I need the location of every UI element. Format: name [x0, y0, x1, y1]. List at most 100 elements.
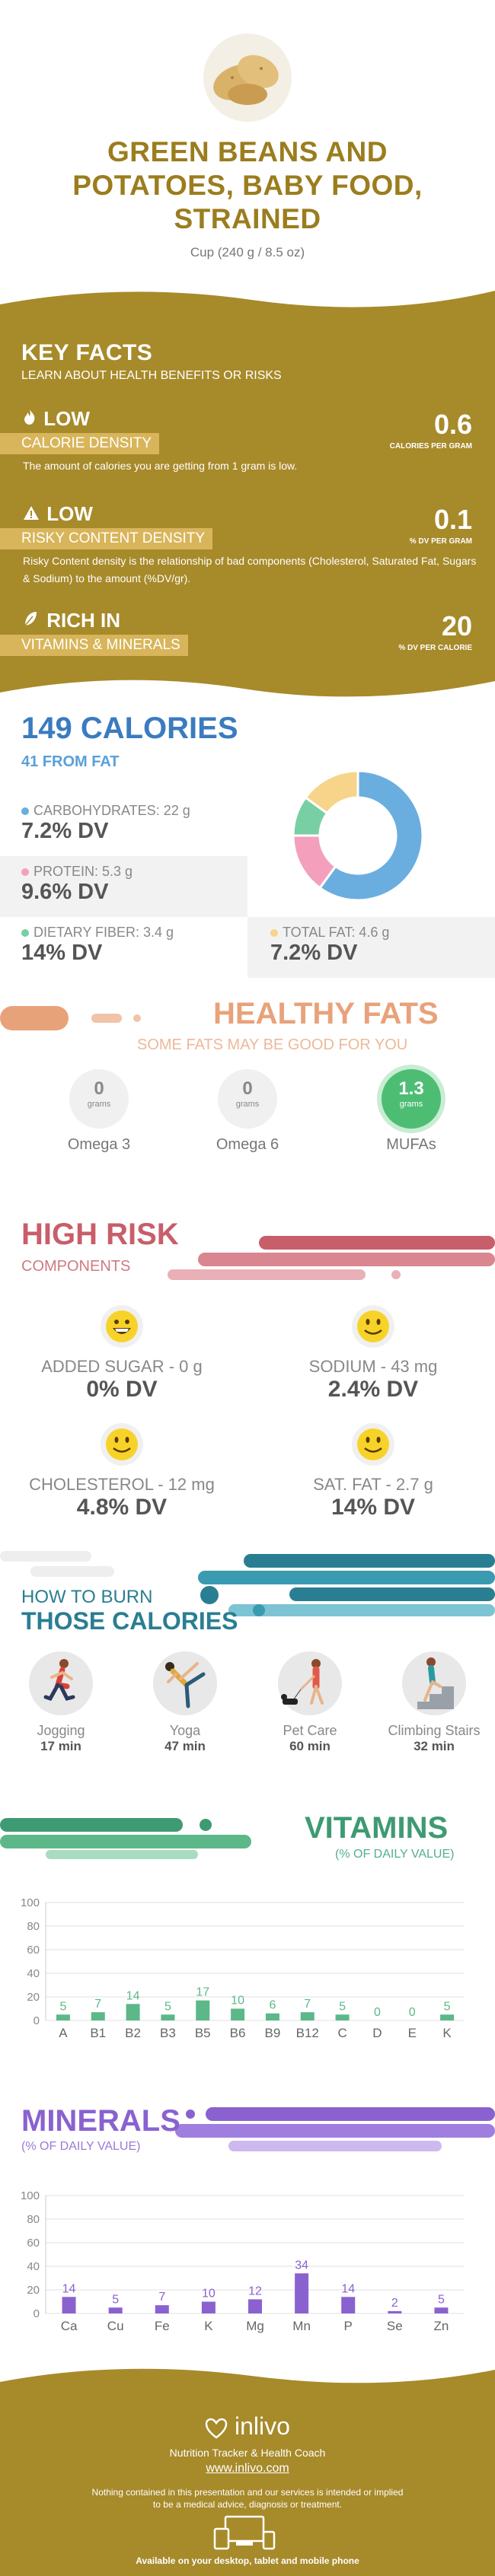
risk-label: CHOLESTEROL - 12 mg: [29, 1475, 215, 1494]
nutrient-carbohydrates: CARBOHYDRATES: 22 g 7.2% DV: [21, 803, 190, 844]
key-fact-description: Risky Content density is the relationshi…: [23, 555, 477, 584]
mineral-value-label: 5: [112, 2293, 119, 2306]
vitamin-bar: [335, 2014, 350, 2020]
risk-saturated-fat: SAT. FAT - 2.7 g 14% DV: [259, 1423, 487, 1520]
fat-omega-3: 0 grams Omega 3: [38, 1069, 160, 1154]
key-fact-unit: CALORIES PER GRAM: [389, 442, 472, 451]
vitamin-category-label: E: [408, 2026, 417, 2040]
vitamin-value-label: 5: [59, 2000, 66, 2013]
mineral-bar: [108, 2307, 123, 2313]
vitamins-subtitle: (% OF DAILY VALUE): [335, 1848, 455, 1861]
fat-name: MUFAs: [386, 1136, 436, 1153]
grin-face-icon: [106, 1310, 138, 1342]
key-fact-level: LOW: [46, 502, 93, 525]
fat-unit: grams: [399, 1100, 423, 1109]
healthy-fats-subtitle: SOME FATS MAY BE GOOD FOR YOU: [137, 1036, 408, 1053]
vitamin-bar: [231, 2008, 245, 2020]
carbohydrates-dot: [21, 807, 29, 816]
vitamin-value-label: 5: [339, 2000, 346, 2013]
potato-icon: [203, 33, 292, 122]
risk-dv: 0% DV: [86, 1377, 158, 1402]
calories-title: 149 CALORIES: [21, 712, 238, 745]
vitamin-value-label: 17: [196, 1986, 209, 1999]
nutrient-protein: PROTEIN: 5.3 g 9.6% DV: [21, 864, 133, 905]
key-fact-calorie-density: LOW CALORIE DENSITY 0.6 CALORIES PER GRA…: [0, 407, 495, 476]
footer-band: [0, 2368, 495, 2576]
vitamin-value-label: 0: [374, 2006, 381, 2019]
fat-row-bg: [248, 917, 495, 978]
mineral-category-label: Ca: [61, 2319, 78, 2333]
activity-minutes: 32 min: [414, 1739, 455, 1753]
nutrient-fat: TOTAL FAT: 4.6 g 7.2% DV: [270, 925, 389, 966]
footer-devices: Available on your desktop, tablet and mo…: [136, 2555, 359, 2566]
risk-added-sugar: ADDED SUGAR - 0 g 0% DV: [8, 1305, 236, 1403]
vitamin-category-label: K: [442, 2026, 452, 2040]
mineral-value-label: 2: [391, 2297, 398, 2310]
vitamin-category-label: B2: [125, 2026, 141, 2040]
high-risk-decor: [168, 1236, 495, 1280]
vitamin-value-label: 7: [304, 1998, 311, 2011]
mineral-bar: [248, 2299, 262, 2313]
key-fact-risky-content: LOW RISKY CONTENT DENSITY 0.1 % DV PER G…: [0, 502, 495, 594]
fiber-label: DIETARY FIBER: 3.4 g: [34, 925, 174, 940]
activity-climbing-stairs: Climbing Stairs 32 min: [377, 1651, 491, 1754]
risk-cholesterol: CHOLESTEROL - 12 mg 4.8% DV: [8, 1423, 236, 1520]
protein-label: PROTEIN: 5.3 g: [34, 864, 133, 879]
smile-face-icon: [106, 1428, 138, 1460]
fat-name: Omega 3: [67, 1136, 131, 1153]
vitamin-ytick-label: 60: [27, 1944, 40, 1957]
mineral-category-label: P: [344, 2319, 353, 2333]
mineral-category-label: Mg: [246, 2319, 264, 2333]
risk-sodium: SODIUM - 43 mg 2.4% DV: [259, 1305, 487, 1403]
calories-from-fat: 41 FROM FAT: [21, 753, 120, 770]
fat-amount: 0: [242, 1078, 253, 1099]
footer-url[interactable]: www.inlivo.com: [206, 2462, 289, 2475]
key-fact-unit: % DV PER GRAM: [409, 537, 472, 546]
brand-name: inlivo: [234, 2412, 290, 2440]
risk-label: ADDED SUGAR - 0 g: [41, 1357, 203, 1376]
footer-brand[interactable]: inlivo: [0, 2412, 495, 2441]
inlivo-logo-icon: [205, 2418, 228, 2439]
burn-title-line2: THOSE CALORIES: [21, 1607, 238, 1635]
fat-dv: 7.2% DV: [270, 941, 358, 965]
activity-pet-care: Pet Care 60 min: [253, 1651, 367, 1754]
mineral-value-label: 10: [202, 2288, 216, 2301]
mineral-bar: [341, 2297, 356, 2313]
key-fact-description: The amount of calories you are getting f…: [23, 460, 298, 472]
protein-dot: [21, 868, 29, 877]
yoga-icon: [165, 1662, 206, 1708]
mineral-category-label: Fe: [155, 2319, 170, 2333]
mineral-category-label: Cu: [107, 2319, 124, 2333]
key-fact-label: CALORIE DENSITY: [0, 433, 160, 454]
minerals-bar-chart: 0 20 40 60 80 100 14 Ca 5 Cu 7 Fe 10 K 12 Mg 34 Mn 14 P 2 Se 5…: [21, 2189, 465, 2333]
mineral-ytick-label: 100: [21, 2189, 40, 2202]
mineral-value-label: 14: [62, 2282, 76, 2295]
high-risk-subtitle: COMPONENTS: [21, 1258, 131, 1275]
vitamin-bar: [126, 2004, 140, 2020]
key-fact-level: RICH IN: [46, 609, 121, 632]
carbohydrates-label: CARBOHYDRATES: 22 g: [34, 803, 190, 818]
mineral-category-label: Zn: [434, 2319, 449, 2333]
risk-dv: 4.8% DV: [76, 1495, 168, 1520]
fat-mufas: 1.3 grams MUFAs: [350, 1069, 472, 1154]
smile-face-icon: [357, 1310, 389, 1342]
footer-disclaimer-1: Nothing contained in this presentation a…: [91, 2487, 404, 2498]
burn-title-line1: HOW TO BURN: [21, 1587, 153, 1607]
high-risk-title: HIGH RISK: [21, 1218, 179, 1251]
activity-name: Jogging: [37, 1723, 85, 1738]
key-fact-value: 0.6: [433, 409, 472, 440]
mineral-value-label: 7: [158, 2291, 165, 2304]
healthy-fats-title: HEALTHY FATS: [213, 997, 439, 1030]
donut-slice-carbohydrates: [318, 769, 424, 902]
mineral-category-label: K: [204, 2319, 213, 2333]
warning-icon: [23, 505, 41, 521]
vitamin-bar: [265, 2013, 279, 2020]
donut-slice-fat: [304, 769, 359, 815]
mineral-bar: [295, 2273, 309, 2313]
vitamin-value-label: 10: [231, 1995, 244, 2008]
footer-disclaimer-2: to be a medical advice, diagnosis or tre…: [152, 2499, 343, 2510]
serving-size: Cup (240 g / 8.5 oz): [190, 245, 305, 260]
vitamin-category-label: B1: [90, 2026, 106, 2040]
mineral-bar: [155, 2305, 169, 2313]
vitamin-category-label: B5: [195, 2026, 211, 2040]
